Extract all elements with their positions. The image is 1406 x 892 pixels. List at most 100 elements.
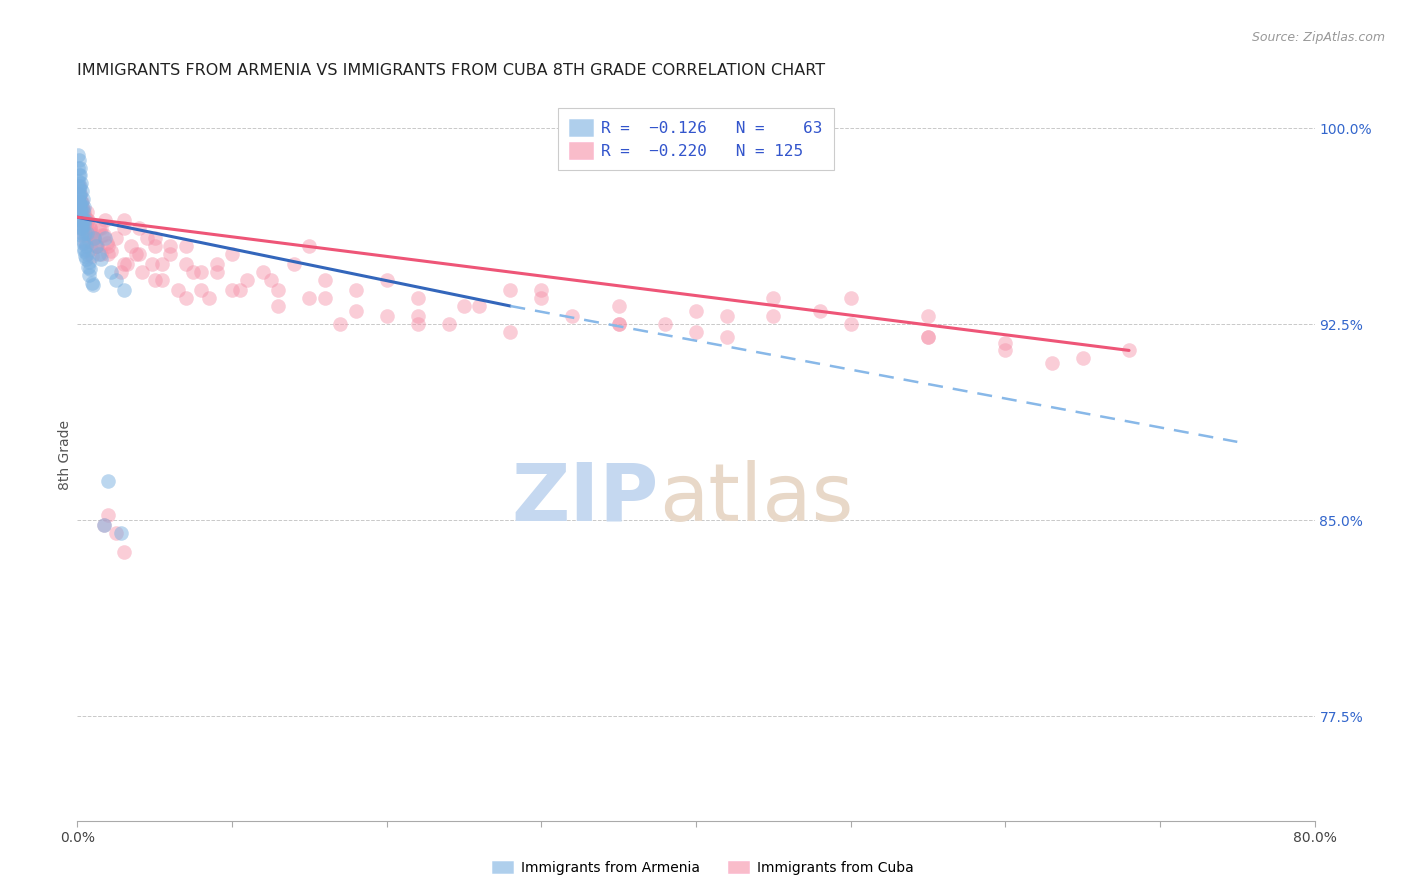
Point [82,278,104,293]
Point [90,252,112,266]
Point [143,273,166,287]
Point [67,181,90,195]
Point [72,212,94,227]
Text: atlas: atlas [659,459,853,538]
Point [73,242,96,256]
Point [76,205,98,219]
Point [75,218,97,232]
Point [260,273,283,287]
Point [72,202,94,217]
Point [530,291,553,305]
Point [110,265,132,279]
Point [205,257,228,271]
Point [654,318,676,332]
Point [69,202,91,217]
Point [685,325,707,339]
Point [70,194,93,209]
Point [97,508,120,522]
Point [69,220,91,235]
Point [716,310,738,324]
Point [314,291,336,305]
Point [72,220,94,235]
Point [174,291,197,305]
Point [75,236,96,251]
Point [94,231,117,245]
Point [79,220,101,235]
Point [80,276,103,290]
Point [72,228,94,243]
Point [67,194,90,209]
Point [174,239,197,253]
Point [67,174,90,188]
Point [143,239,166,253]
Point [70,218,93,232]
Point [283,257,305,271]
Point [314,273,336,287]
Point [159,247,181,261]
Point [79,234,101,248]
Point [329,318,352,332]
Point [152,273,174,287]
Point [685,304,707,318]
Point [75,239,97,253]
Point [131,265,153,279]
Point [190,265,212,279]
Point [97,247,120,261]
Y-axis label: 8th Grade: 8th Grade [58,420,72,490]
Point [97,474,120,488]
Point [70,184,93,198]
Point [69,186,91,201]
Point [561,310,583,324]
Point [69,189,91,203]
Point [76,212,98,227]
Point [69,211,91,225]
Point [72,236,94,251]
Point [69,197,91,211]
Point [90,220,112,235]
Point [128,220,150,235]
Point [205,265,228,279]
Point [607,318,630,332]
Point [174,257,197,271]
Point [152,257,174,271]
Point [1071,351,1094,366]
Point [70,228,93,243]
Point [917,310,939,324]
Point [112,544,135,558]
Point [607,299,630,313]
Point [406,318,429,332]
Point [607,318,630,332]
Point [69,161,91,175]
Point [69,169,91,183]
Point [83,231,105,245]
Point [252,265,274,279]
Point [73,244,96,259]
Legend: R =  −0.126   N =    63, R =  −0.220   N = 125: R = −0.126 N = 63, R = −0.220 N = 125 [558,108,834,170]
Point [76,247,98,261]
Point [499,325,522,339]
Point [72,205,94,219]
Point [79,220,101,235]
Point [69,205,91,219]
Point [76,226,98,240]
Point [93,228,115,243]
Point [93,518,115,533]
Point [112,220,135,235]
Point [96,236,118,251]
Point [112,257,135,271]
Point [73,249,96,263]
Point [67,194,90,209]
Point [80,226,103,240]
Point [87,247,110,261]
Point [67,161,90,175]
Point [75,226,96,240]
Point [121,239,143,253]
Point [344,284,367,298]
Point [69,186,91,201]
Point [75,212,96,227]
Point [917,330,939,344]
Point [86,239,108,253]
Point [159,239,181,253]
Point [267,284,290,298]
Point [136,231,159,245]
